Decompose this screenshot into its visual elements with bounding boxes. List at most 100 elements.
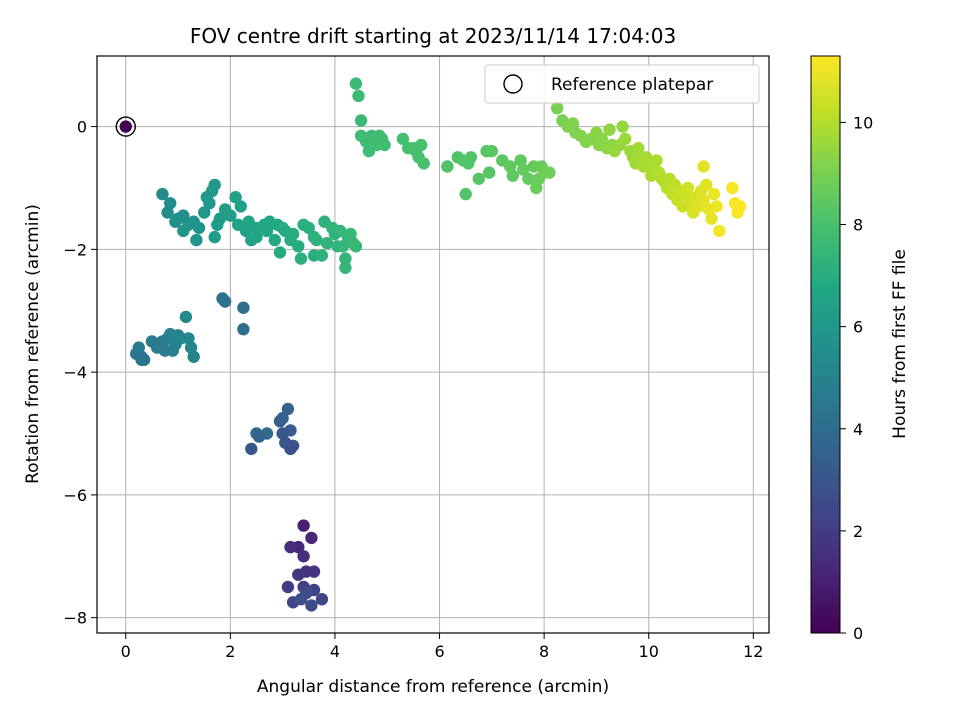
y-tick-label: 0 xyxy=(77,118,87,137)
y-tick-label: −6 xyxy=(63,486,87,505)
data-point xyxy=(273,415,287,428)
legend: Reference platepar xyxy=(484,64,760,104)
reference-platepar-marker xyxy=(115,116,136,137)
data-point xyxy=(315,593,329,606)
y-tick-label: −4 xyxy=(63,363,87,382)
data-point xyxy=(700,178,713,192)
data-point xyxy=(305,531,318,545)
colorbar-tick-label: 0 xyxy=(853,624,863,643)
data-point xyxy=(705,212,718,225)
data-point xyxy=(252,430,266,443)
plot-frame xyxy=(96,55,770,634)
data-point xyxy=(135,353,148,366)
data-point xyxy=(211,218,224,231)
data-point xyxy=(415,138,428,152)
data-point xyxy=(286,227,300,241)
x-tick-label: 4 xyxy=(330,642,340,661)
legend-box xyxy=(484,64,760,104)
data-point xyxy=(472,172,485,185)
legend-marker xyxy=(503,74,523,94)
colorbar-tick-label: 6 xyxy=(853,318,863,337)
x-tick-label: 0 xyxy=(121,642,131,661)
data-point xyxy=(208,230,221,244)
data-point xyxy=(339,261,352,274)
data-point xyxy=(543,166,556,179)
data-point xyxy=(352,89,365,103)
data-point xyxy=(218,295,232,308)
data-point xyxy=(349,240,363,253)
data-point xyxy=(132,341,145,354)
data-point xyxy=(268,233,281,247)
data-point xyxy=(734,200,747,213)
data-point xyxy=(237,301,250,314)
data-point xyxy=(292,568,305,581)
colorbar-tick-label: 2 xyxy=(853,522,863,541)
y-tick-label: −8 xyxy=(63,609,87,628)
data-point xyxy=(647,157,661,170)
data-point xyxy=(224,209,237,222)
data-point xyxy=(632,141,645,155)
y-axis-label: Rotation from reference (arcmin) xyxy=(23,204,43,484)
colorbar-gradient xyxy=(810,55,841,634)
data-point xyxy=(260,224,274,238)
data-point xyxy=(349,77,363,90)
data-point xyxy=(237,323,250,336)
data-point xyxy=(294,593,308,606)
data-point xyxy=(192,221,206,235)
data-point xyxy=(156,187,169,201)
colorbar-tick-label: 4 xyxy=(853,420,863,439)
data-point xyxy=(171,329,185,342)
data-point xyxy=(707,187,721,201)
data-point xyxy=(307,565,321,578)
data-point xyxy=(517,163,530,176)
chart-title: FOV centre drift starting at 2023/11/14 … xyxy=(190,24,676,48)
legend-entry-reference: Reference platepar xyxy=(551,75,713,95)
colorbar-tick-label: 10 xyxy=(853,113,873,132)
data-point xyxy=(603,123,616,136)
data-point xyxy=(713,224,726,238)
data-point xyxy=(250,230,263,244)
data-point xyxy=(286,439,300,452)
data-point xyxy=(339,252,352,265)
data-point xyxy=(281,402,295,416)
data-point xyxy=(234,200,247,213)
data-point xyxy=(697,160,710,173)
data-point xyxy=(169,215,182,228)
reference-point xyxy=(119,120,132,133)
data-point xyxy=(681,181,695,195)
x-axis-label: Angular distance from reference (arcmin) xyxy=(257,677,609,697)
reference-marker-layer xyxy=(115,116,136,137)
data-point xyxy=(297,550,310,563)
data-point xyxy=(373,129,386,142)
colorbar-ticks: 0 2 4 6 8 10 xyxy=(840,113,873,643)
data-point xyxy=(483,166,496,179)
data-point xyxy=(459,187,472,201)
data-point xyxy=(378,138,391,152)
data-point xyxy=(179,310,193,324)
data-point xyxy=(297,519,310,532)
data-point xyxy=(522,172,535,185)
data-point xyxy=(294,252,308,265)
data-point xyxy=(726,181,739,195)
data-point xyxy=(307,230,321,244)
data-point xyxy=(245,442,258,456)
y-tick-label: −2 xyxy=(63,240,87,259)
data-point xyxy=(284,540,297,554)
data-point xyxy=(506,169,519,182)
data-point xyxy=(229,191,242,204)
data-point xyxy=(156,335,169,348)
x-tick-label: 10 xyxy=(639,642,659,661)
data-point xyxy=(595,132,608,146)
colorbar: 0 2 4 6 8 10 Hours from first FF file xyxy=(810,55,910,643)
x-axis-ticks: 0 2 4 6 8 10 12 xyxy=(121,633,763,661)
data-point xyxy=(396,132,410,146)
data-points xyxy=(130,77,747,612)
data-point xyxy=(198,206,211,219)
data-point xyxy=(315,249,329,262)
data-point xyxy=(441,160,454,173)
data-point xyxy=(273,246,287,259)
data-point xyxy=(697,194,710,207)
data-point xyxy=(190,233,203,247)
x-tick-label: 6 xyxy=(434,642,444,661)
y-axis-ticks: −8 −6 −4 −2 0 xyxy=(63,118,97,628)
